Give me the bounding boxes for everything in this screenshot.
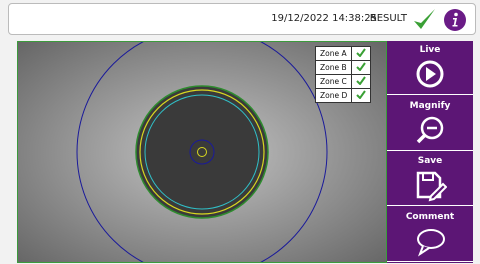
zone-label: Zone D — [316, 89, 352, 103]
side-button[interactable]: Comment — [387, 208, 473, 262]
button-icon — [415, 115, 447, 147]
zone-status — [352, 61, 371, 75]
button-label: Comment — [387, 212, 473, 222]
zone-label: Zone B — [316, 61, 352, 75]
zone-row: Zone C — [316, 75, 371, 89]
side-button[interactable]: Save — [387, 152, 473, 206]
info-icon[interactable] — [443, 8, 467, 32]
top-bar: 19/12/2022 14:38:25 RESULT — [8, 3, 476, 35]
button-icon — [415, 170, 447, 202]
zone-row: Zone A — [316, 47, 371, 61]
zone-row: Zone B — [316, 61, 371, 75]
datetime: 19/12/2022 14:38:25 — [271, 13, 377, 24]
side-button[interactable]: Magnify — [387, 97, 473, 151]
status-label: RESULT — [370, 13, 407, 24]
button-label: Save — [387, 156, 473, 166]
zone-pass-icon — [356, 62, 366, 71]
zone-status — [352, 47, 371, 61]
zone-pass-icon — [356, 76, 366, 85]
side-panel: Live Magnify Save Comment — [387, 41, 473, 263]
zone-status — [352, 75, 371, 89]
zone-pass-icon — [356, 48, 366, 57]
zone-label: Zone C — [316, 75, 352, 89]
button-icon — [415, 59, 447, 91]
button-label: Magnify — [387, 101, 473, 111]
zone-status — [352, 89, 371, 103]
pass-check-icon — [411, 7, 437, 33]
button-label: Live — [387, 45, 473, 55]
inspection-screen: 19/12/2022 14:38:25 RESULT — [0, 0, 480, 264]
zone-pass-icon — [356, 90, 366, 99]
side-button[interactable]: Live — [387, 41, 473, 95]
zone-row: Zone D — [316, 89, 371, 103]
button-icon — [415, 226, 447, 258]
zone-label: Zone A — [316, 47, 352, 61]
